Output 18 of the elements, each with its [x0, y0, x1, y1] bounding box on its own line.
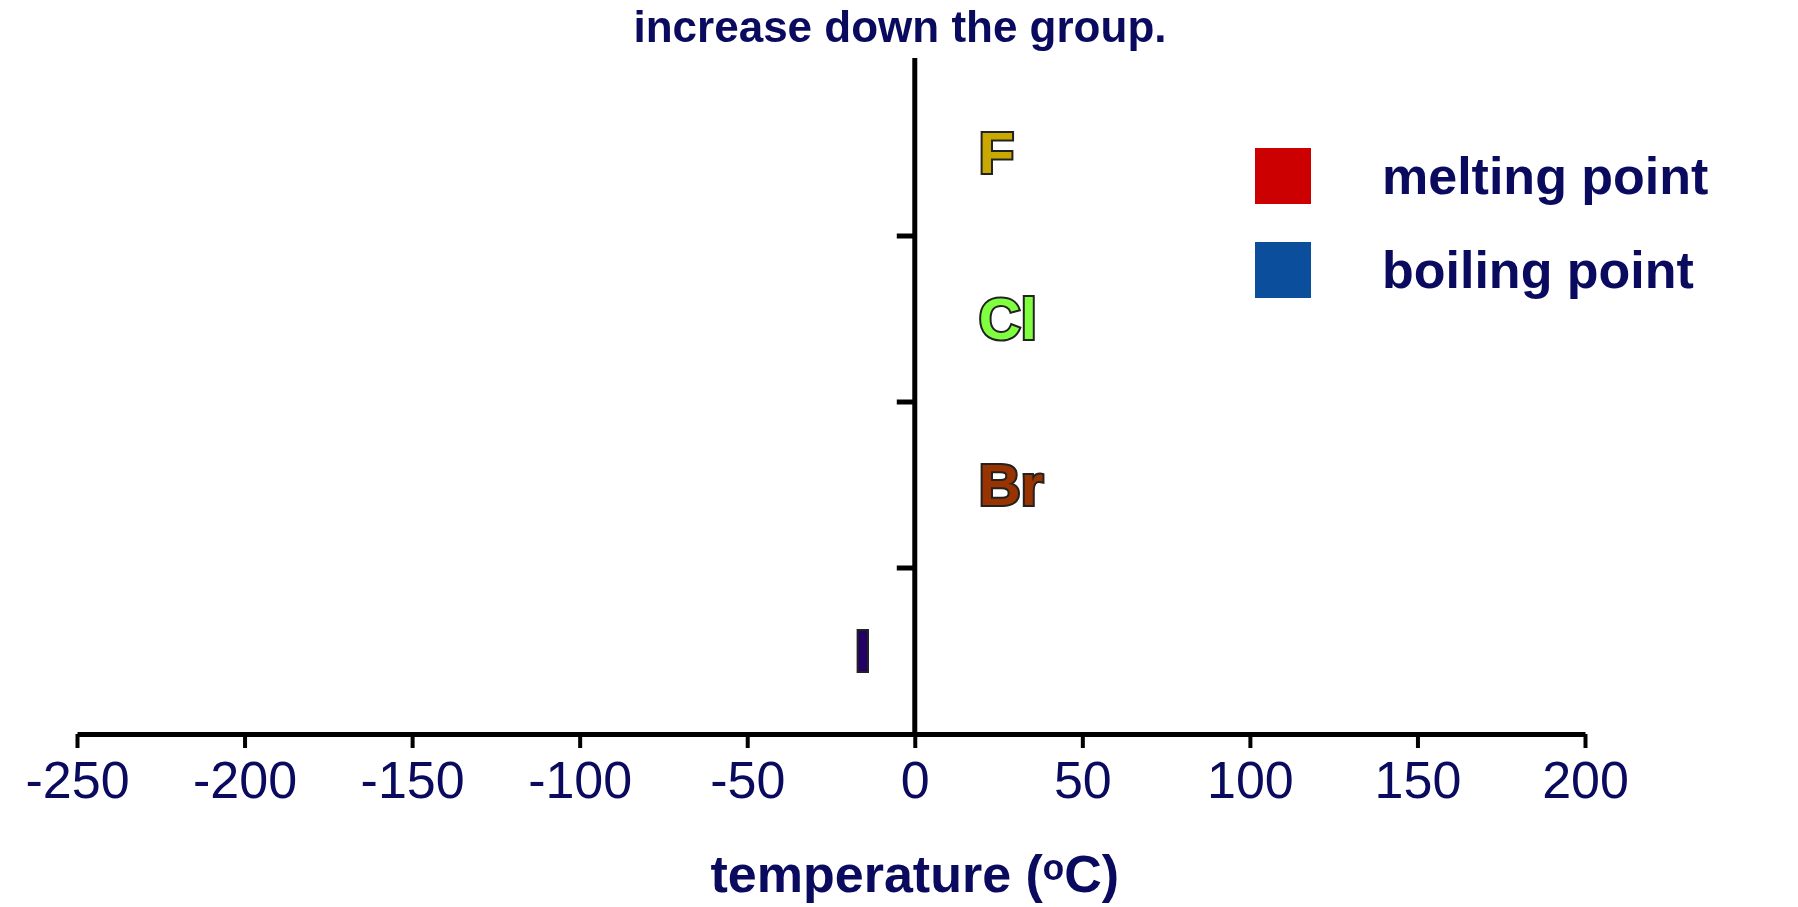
- y-tick-label: Cl: [978, 286, 1037, 352]
- x-tick-label: 100: [1207, 750, 1294, 809]
- x-tick-label: -200: [193, 750, 298, 809]
- legend-label: boiling point: [1382, 241, 1694, 300]
- x-tick-label: -250: [25, 750, 130, 809]
- x-tick-label: 150: [1374, 750, 1462, 809]
- x-tick-label: -150: [360, 750, 465, 809]
- chart-title: increase down the group.: [633, 2, 1167, 51]
- y-tick-label: I: [854, 618, 871, 684]
- x-tick-label: -100: [528, 750, 633, 809]
- x-tick-label: 0: [900, 750, 930, 809]
- x-tick-label: 50: [1053, 750, 1112, 809]
- legend-label: melting point: [1382, 147, 1709, 206]
- y-tick-label: Br: [978, 452, 1044, 518]
- y-tick-label: F: [978, 120, 1015, 186]
- x-axis-title: temperature (ᵒC): [710, 845, 1120, 903]
- x-tick-label: 200: [1542, 750, 1629, 809]
- x-tick-label: -50: [710, 750, 786, 809]
